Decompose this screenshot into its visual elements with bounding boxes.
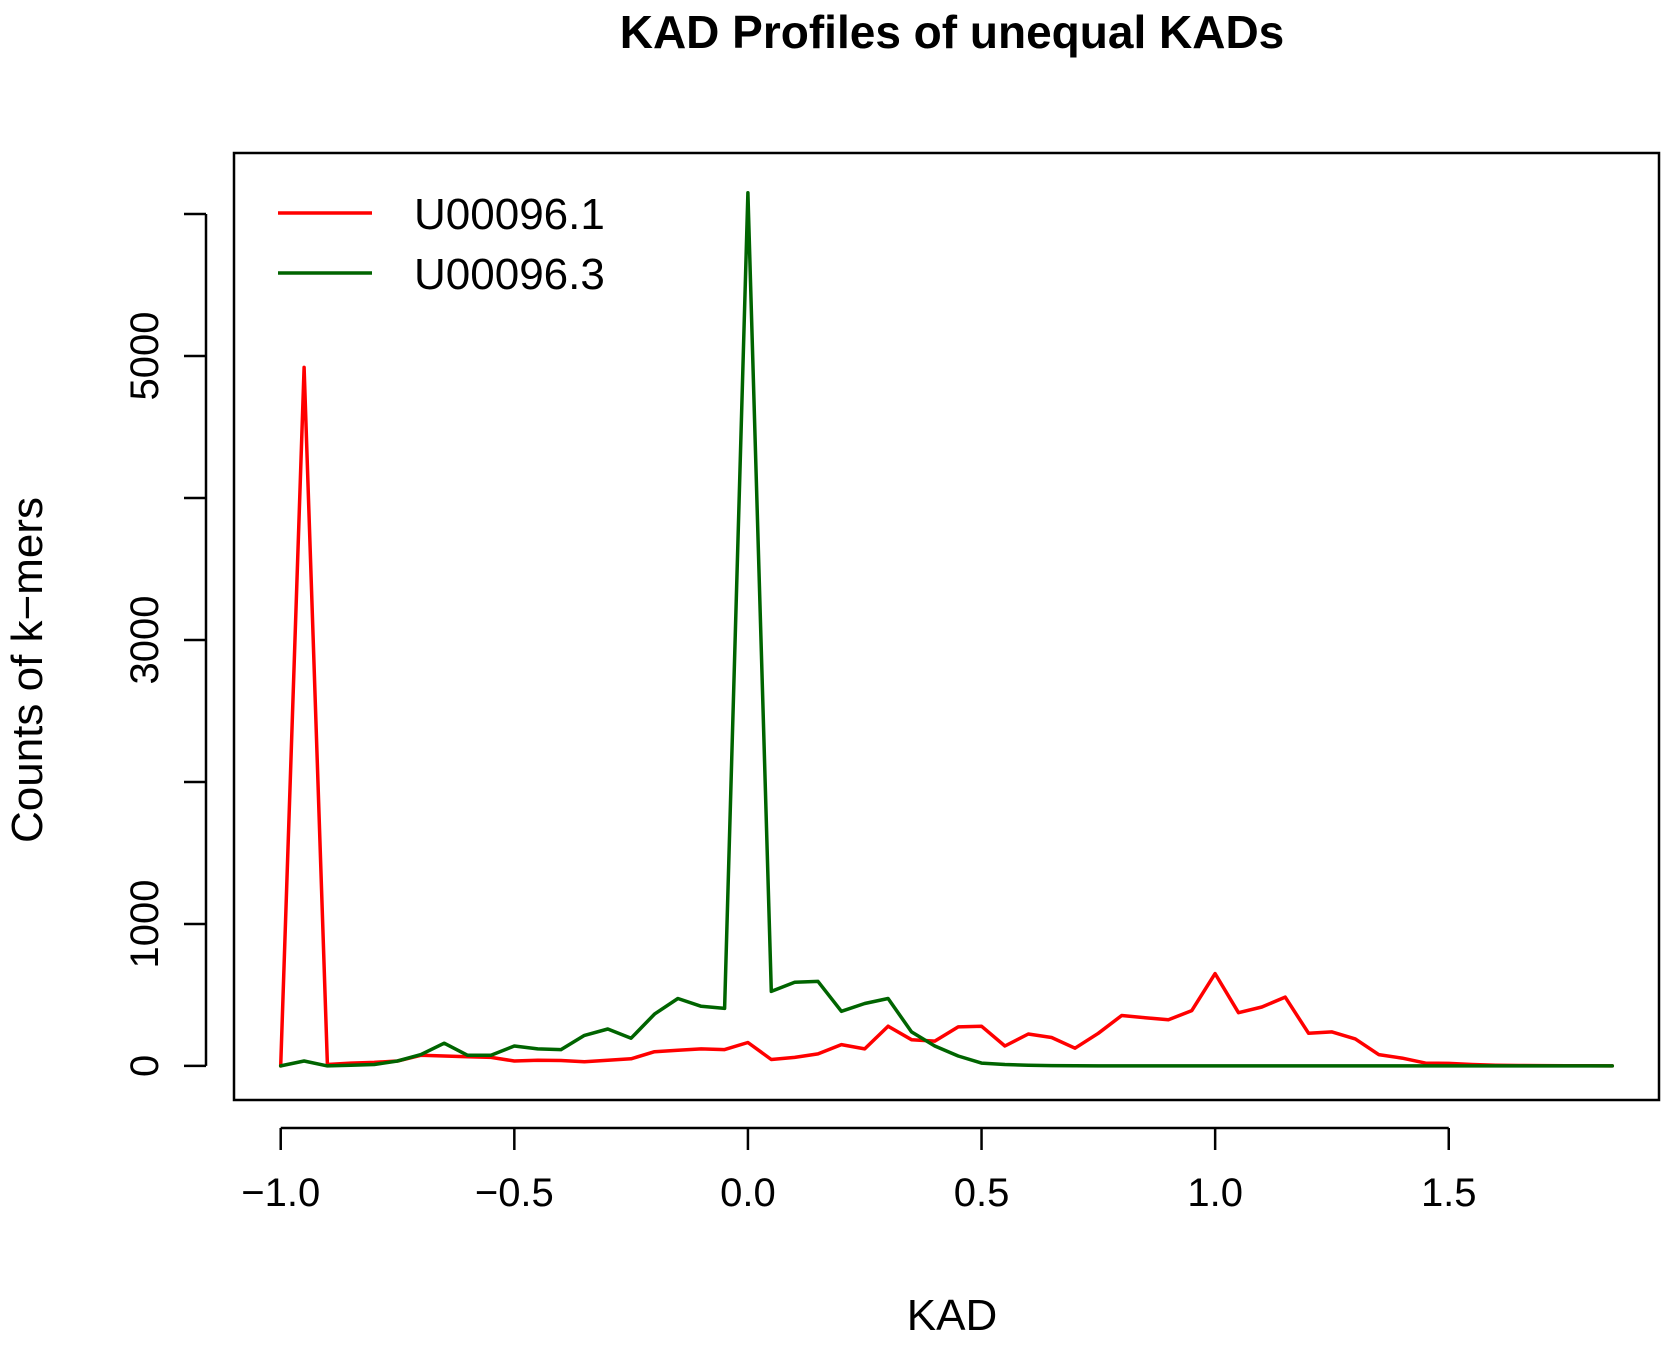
plot-area-border [232,151,1661,1102]
y-tick-label: 1000 [123,879,167,968]
x-tick-label: 1.5 [1421,1171,1477,1215]
y-axis: 0 1000 3000 5000 [123,212,208,1077]
x-tick-label: −1.0 [241,1171,320,1215]
legend-label-u00096-3: U00096.3 [414,250,605,299]
x-tick-label: 0.5 [954,1171,1010,1215]
y-tick-label: 0 [123,1055,167,1077]
x-axis-title: KAD [907,1291,997,1340]
chart-title: KAD Profiles of unequal KADs [620,6,1285,58]
series-line-u00096-3 [278,191,1615,1068]
series-line-u00096-1 [278,365,1615,1068]
x-tick-label: 0.0 [720,1171,776,1215]
legend: U00096.1 U00096.3 [278,190,605,299]
y-tick-label: 3000 [123,595,167,684]
series-layer [278,191,1615,1068]
y-tick-label: 5000 [123,312,167,401]
x-tick-label: 1.0 [1187,1171,1243,1215]
x-tick-label: −0.5 [475,1171,554,1215]
x-axis: −1.0 −0.5 0.0 0.5 1.0 1.5 [241,1126,1477,1215]
legend-label-u00096-1: U00096.1 [414,190,605,239]
y-axis-title: Counts of k−mers [3,497,52,843]
